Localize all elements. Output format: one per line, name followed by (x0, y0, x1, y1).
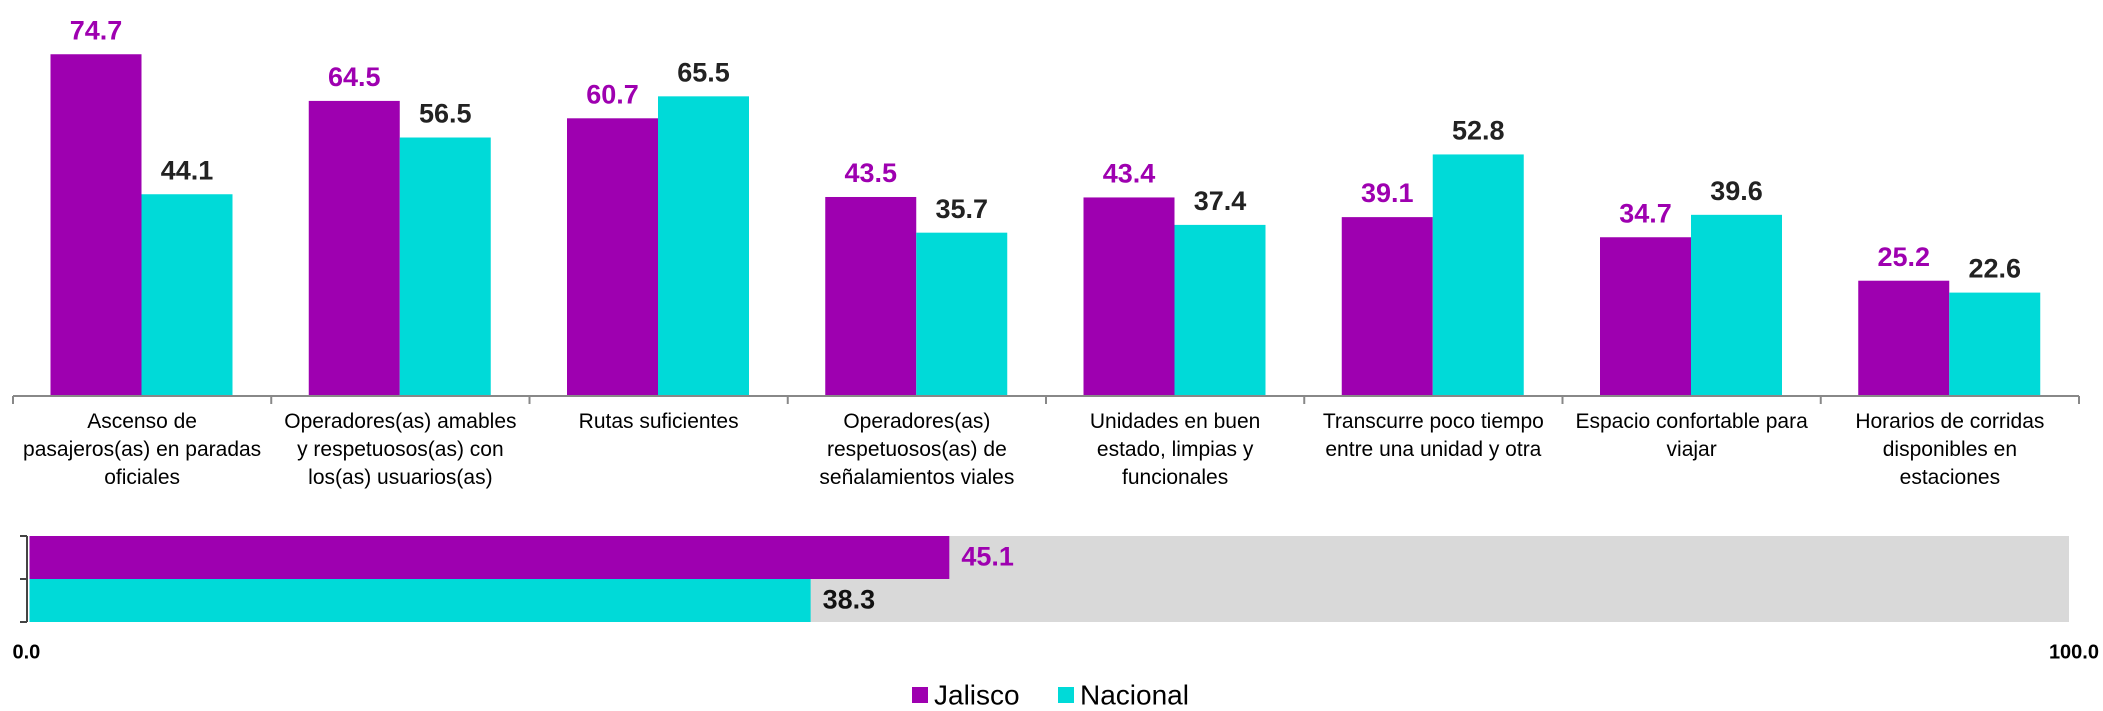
bar (29, 536, 950, 579)
x-tick-label: Operadores(as) respetuosos(as) de señala… (819, 410, 1015, 489)
value-label: 56.5 (419, 99, 472, 129)
value-label: 52.8 (1452, 116, 1505, 146)
legend-label: Jalisco (934, 679, 1020, 710)
value-label: 22.6 (1968, 254, 2021, 284)
value-label: 39.1 (1361, 178, 1414, 208)
value-label: 38.3 (823, 585, 876, 615)
legend-swatch (912, 687, 928, 703)
x-tick-label: Ascenso de pasajeros(as) en paradas ofic… (23, 410, 262, 489)
bar (825, 196, 917, 396)
value-label: 60.7 (586, 79, 639, 109)
bar (29, 579, 811, 622)
x-tick-label: Unidades en buen estado, limpias y funci… (1089, 410, 1261, 489)
bar (916, 232, 1008, 396)
value-label: 64.5 (328, 62, 381, 92)
x-tick-label: Rutas suficientes (578, 410, 739, 433)
x-tick-label: Horarios de corridas disponibles en esta… (1855, 410, 2045, 489)
value-label: 43.4 (1103, 159, 1156, 189)
bar (1341, 217, 1433, 396)
bar (141, 194, 233, 396)
bar (1949, 292, 2041, 396)
bar (399, 137, 491, 396)
legend-swatch (1058, 687, 1074, 703)
bar (1600, 237, 1691, 396)
bar (1174, 224, 1266, 396)
x-tick-label: 100.0 (2049, 641, 2099, 663)
value-label: 65.5 (677, 57, 730, 87)
bar (658, 96, 749, 397)
value-label: 35.7 (935, 194, 988, 224)
value-label: 37.4 (1194, 186, 1247, 216)
bar (1858, 280, 1950, 396)
x-tick-label: Transcurre poco tiempo entre una unidad … (1322, 410, 1544, 461)
value-label: 34.7 (1619, 198, 1672, 228)
value-label: 43.5 (844, 158, 897, 188)
value-label: 39.6 (1710, 176, 1763, 206)
value-label: 44.1 (161, 155, 214, 185)
value-label: 45.1 (961, 542, 1014, 572)
bar (1432, 154, 1524, 396)
x-tick-label: Operadores(as) amables y respetuosos(as)… (284, 410, 517, 489)
x-tick-label: Espacio confortable para viajar (1575, 410, 1808, 461)
value-label: 25.2 (1877, 242, 1930, 272)
bar (308, 100, 400, 396)
legend-label: Nacional (1080, 679, 1189, 710)
bar (50, 54, 142, 397)
value-label: 74.7 (70, 15, 123, 45)
bar (1691, 214, 1782, 396)
x-tick-label: 0.0 (13, 641, 41, 663)
bar (1083, 197, 1175, 396)
bar (567, 118, 658, 397)
